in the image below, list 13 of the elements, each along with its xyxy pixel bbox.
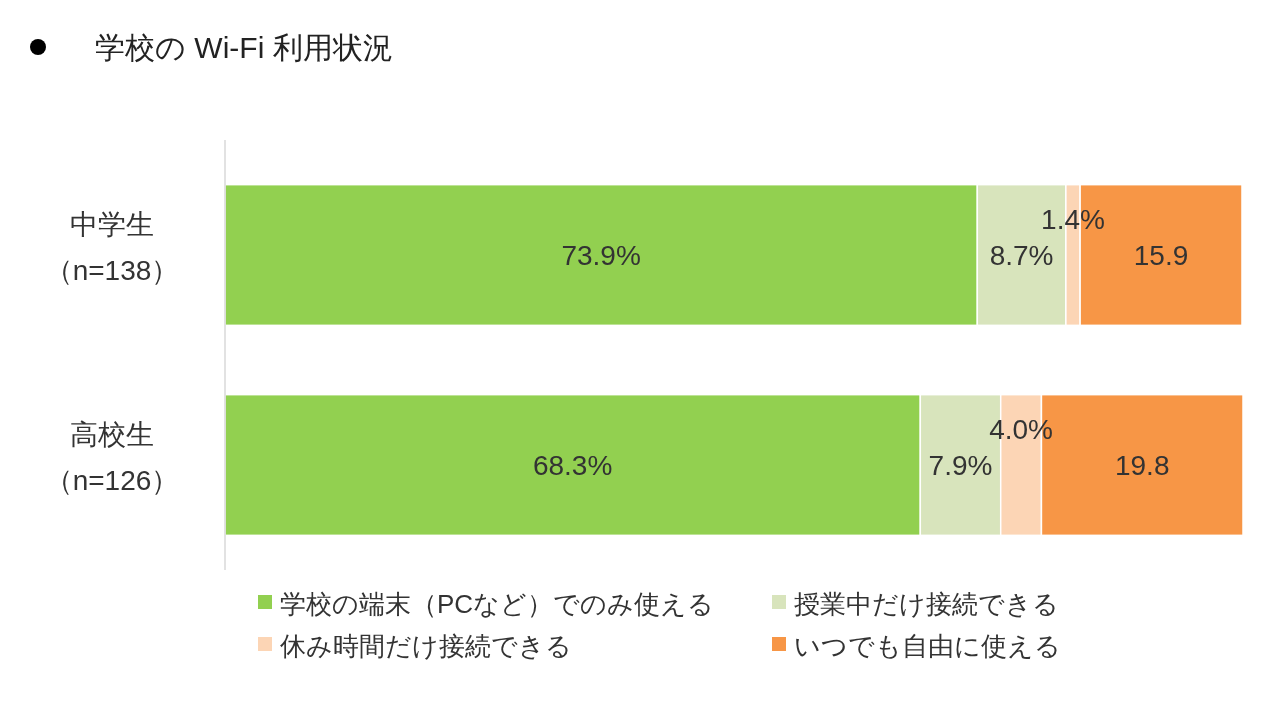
data-label: 8.7%: [989, 240, 1054, 271]
data-label: 7.9%: [928, 450, 993, 481]
chart-title: 学校の Wi-Fi 利用状況: [95, 31, 393, 64]
text: 学校の端末（PCなど）でのみ使える: [280, 589, 715, 619]
y-tick-label: 中学生（n=138）: [44, 209, 180, 286]
legend-label: 休み時間だけ接続できる: [280, 631, 572, 661]
data-label: 15.9: [1133, 240, 1189, 271]
y-tick-label: 高校生（n=126）: [44, 419, 180, 496]
legend-label: 授業中だけ接続できる: [794, 589, 1059, 619]
data-label: 19.8: [1114, 450, 1170, 481]
data-label: 73.9%: [561, 240, 641, 271]
legend-label: いつでも自由に使える: [794, 631, 1061, 661]
data-label: 68.3%: [532, 450, 613, 481]
